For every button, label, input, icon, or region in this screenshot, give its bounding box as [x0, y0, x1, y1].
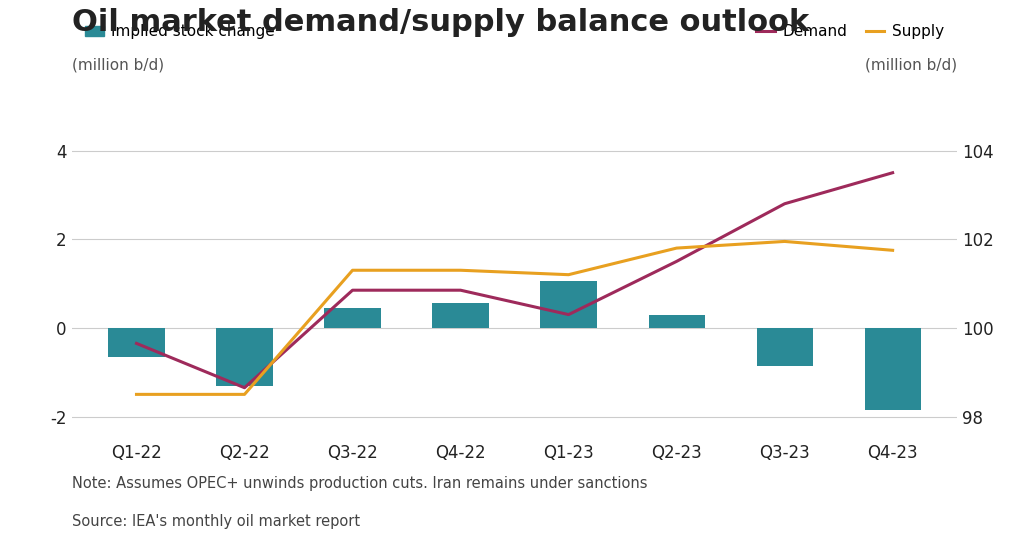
Bar — [541, 281, 597, 328]
Bar — [864, 328, 921, 410]
Bar — [325, 308, 381, 328]
Legend: Demand, Supply: Demand, Supply — [751, 18, 950, 45]
Text: (million b/d): (million b/d) — [865, 57, 957, 72]
Text: Oil market demand/supply balance outlook: Oil market demand/supply balance outlook — [72, 8, 809, 37]
Bar — [109, 328, 165, 357]
Text: Note: Assumes OPEC+ unwinds production cuts. Iran remains under sanctions: Note: Assumes OPEC+ unwinds production c… — [72, 476, 647, 491]
Bar — [216, 328, 272, 386]
Bar — [757, 328, 813, 365]
Text: (million b/d): (million b/d) — [72, 57, 164, 72]
Bar — [648, 315, 705, 328]
Bar — [432, 303, 488, 328]
Text: Source: IEA's monthly oil market report: Source: IEA's monthly oil market report — [72, 514, 359, 529]
